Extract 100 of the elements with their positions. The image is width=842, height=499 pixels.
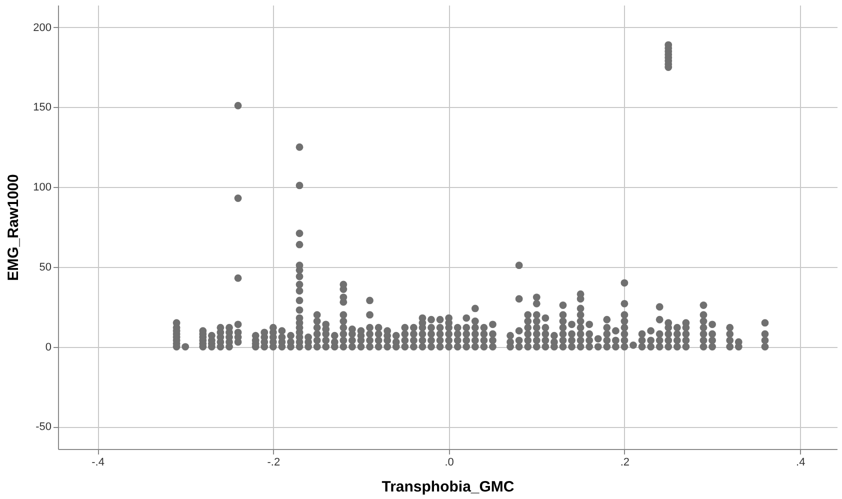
point <box>366 336 374 344</box>
point <box>462 324 470 332</box>
y-tick-label: 100 <box>33 182 52 194</box>
point <box>348 336 356 344</box>
point <box>313 324 321 332</box>
point <box>480 343 488 350</box>
point <box>234 320 242 328</box>
point <box>462 343 470 350</box>
point <box>524 324 532 332</box>
point <box>296 287 304 295</box>
point <box>471 318 479 325</box>
point <box>682 336 690 344</box>
point <box>620 311 628 319</box>
point <box>647 327 655 335</box>
point <box>428 343 435 350</box>
point <box>454 343 462 350</box>
x-tick-label: .0 <box>444 456 454 468</box>
point <box>673 330 681 338</box>
point <box>418 343 426 350</box>
point <box>428 324 435 332</box>
point <box>568 343 576 350</box>
point <box>471 336 479 344</box>
point <box>576 324 584 332</box>
point <box>620 343 628 350</box>
point <box>576 290 584 298</box>
point <box>410 324 418 332</box>
point <box>296 296 304 304</box>
point <box>471 304 479 312</box>
point <box>471 343 479 350</box>
point <box>542 314 550 322</box>
point <box>726 336 734 344</box>
point <box>612 343 620 350</box>
point <box>296 143 304 151</box>
point <box>700 311 708 319</box>
point <box>401 336 409 344</box>
point <box>532 300 540 308</box>
point <box>620 324 628 332</box>
point <box>594 335 602 342</box>
point <box>559 302 567 309</box>
x-tick-label: .2 <box>620 456 630 468</box>
point <box>559 318 567 325</box>
point <box>603 330 611 338</box>
point <box>559 336 567 344</box>
point <box>542 336 550 344</box>
y-axis-title: EMG_Raw1000 <box>5 174 22 281</box>
point <box>401 330 409 338</box>
point <box>445 330 453 338</box>
point <box>656 336 664 344</box>
point <box>700 336 708 344</box>
point <box>489 336 496 344</box>
point <box>542 324 550 332</box>
point <box>673 343 681 350</box>
point <box>410 336 418 344</box>
point <box>682 343 690 350</box>
point <box>638 330 646 338</box>
point <box>700 324 708 332</box>
point <box>532 330 540 338</box>
point <box>182 343 190 350</box>
point <box>532 343 540 350</box>
point <box>586 343 594 350</box>
point <box>296 306 304 314</box>
point <box>454 330 462 338</box>
point <box>515 327 523 335</box>
point <box>524 336 532 344</box>
point <box>656 316 664 324</box>
point <box>576 304 584 312</box>
point <box>576 318 584 325</box>
point <box>366 296 374 304</box>
point <box>612 327 620 335</box>
point <box>454 324 462 332</box>
point <box>313 318 321 325</box>
point <box>296 230 304 238</box>
point <box>620 279 628 287</box>
y-tick-label: 50 <box>39 261 52 274</box>
point <box>603 324 611 332</box>
point <box>418 330 426 338</box>
point <box>726 330 734 338</box>
y-tick-label: -50 <box>36 421 52 434</box>
point <box>586 336 594 344</box>
point <box>410 343 418 350</box>
point <box>278 327 286 335</box>
point <box>550 332 558 340</box>
point <box>340 318 348 325</box>
point <box>559 343 567 350</box>
point <box>234 194 242 202</box>
point <box>436 324 444 332</box>
point <box>576 336 584 344</box>
point <box>700 330 708 338</box>
point <box>366 324 374 332</box>
point <box>436 336 444 344</box>
point <box>656 330 664 338</box>
point <box>296 240 304 248</box>
point <box>682 330 690 338</box>
point <box>647 336 655 344</box>
point <box>384 343 392 350</box>
point <box>374 324 382 332</box>
point <box>374 330 382 338</box>
point <box>524 311 532 319</box>
x-axis-title: Transphobia_GMC <box>382 478 514 496</box>
point <box>471 330 479 338</box>
